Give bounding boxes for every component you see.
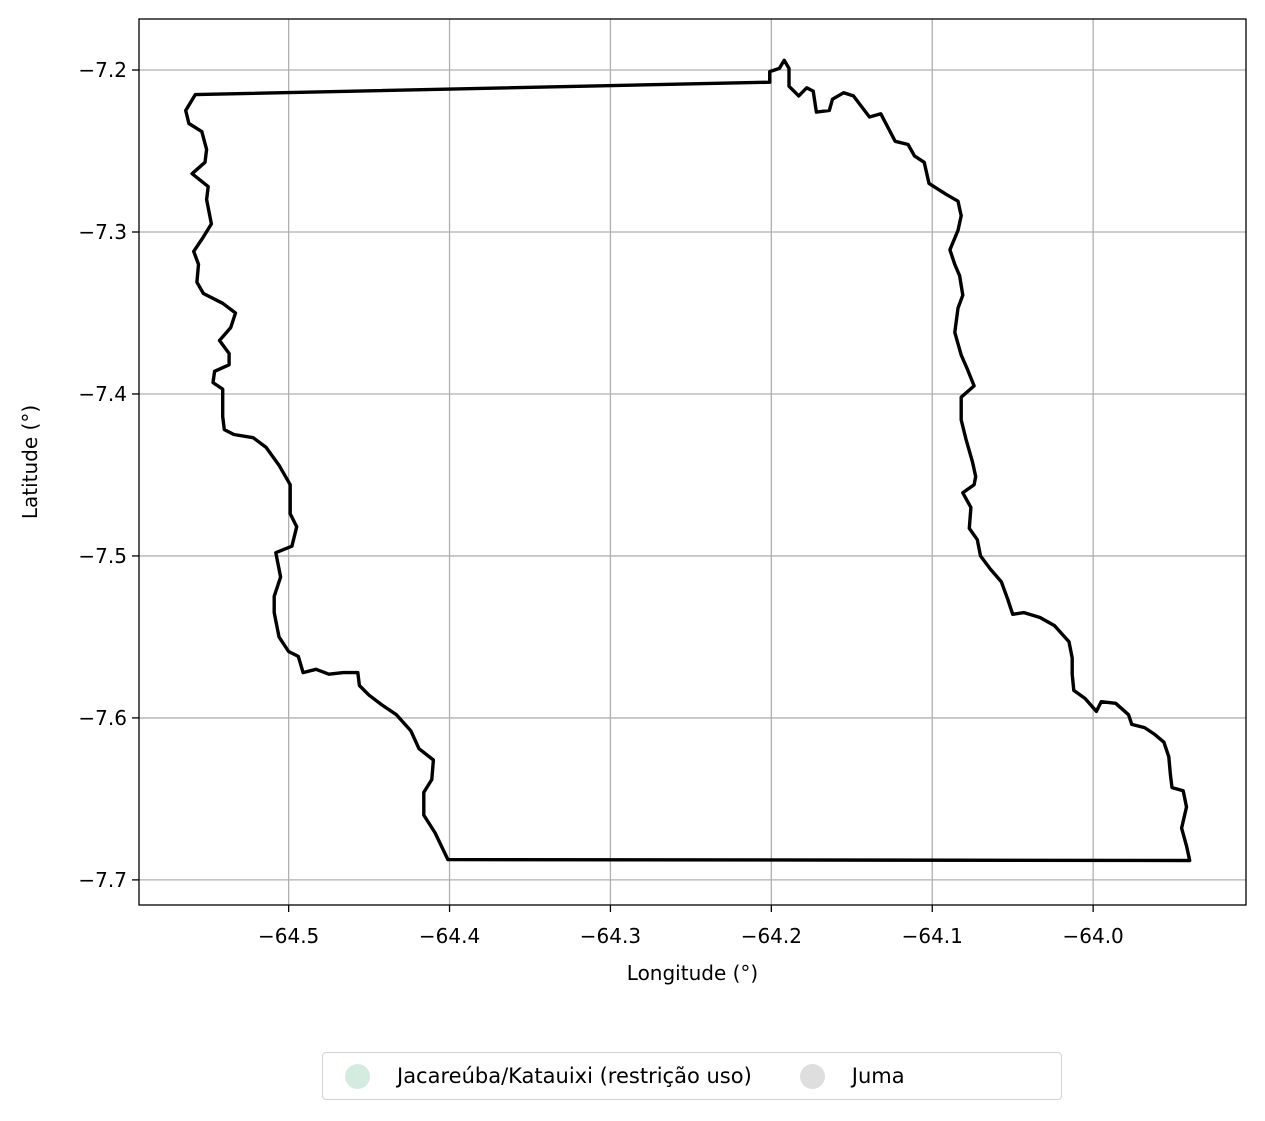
legend-marker-juma <box>799 1063 825 1089</box>
y-tick-label-1: −7.3 <box>78 220 127 244</box>
y-tick-label-2: −7.4 <box>78 382 127 406</box>
legend-label-jacareuba: Jacareúba/Katauixi (restrição uso) <box>397 1064 752 1088</box>
legend: Jacareúba/Katauixi (restrição uso) Juma <box>322 1052 1062 1100</box>
axes-frame <box>138 18 1247 906</box>
legend-item-juma: Juma <box>799 1063 905 1089</box>
y-tick-label-0: −7.2 <box>78 58 127 82</box>
grid-lines <box>139 19 1246 905</box>
y-tick-label-3: −7.5 <box>78 544 127 568</box>
legend-label-juma: Juma <box>851 1064 905 1088</box>
x-tick-label-3: −64.2 <box>741 924 802 948</box>
x-tick-label-2: −64.3 <box>580 924 641 948</box>
legend-item-jacareuba: Jacareúba/Katauixi (restrição uso) <box>345 1063 752 1089</box>
legend-marker-jacareuba <box>345 1063 370 1089</box>
x-tick-label-0: −64.5 <box>258 924 319 948</box>
area-boundary <box>184 58 1192 863</box>
y-axis-label: Latitude (°) <box>18 405 42 519</box>
x-tick-label-1: −64.4 <box>419 924 480 948</box>
y-tick-label-5: −7.7 <box>78 868 127 892</box>
y-tick-label-4: −7.6 <box>78 706 127 730</box>
axis-ticks: −64.5 −64.4 −64.3 −64.2 −64.1 −64.0 −7.2 −7.3 −7… <box>78 58 1123 948</box>
x-tick-label-4: −64.1 <box>902 924 963 948</box>
x-tick-label-5: −64.0 <box>1062 924 1123 948</box>
x-axis-label: Longitude (°) <box>627 961 758 985</box>
